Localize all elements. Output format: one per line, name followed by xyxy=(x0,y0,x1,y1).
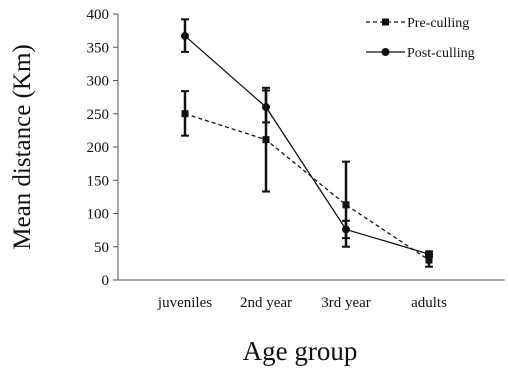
y-axis-title: Mean distance (Km) xyxy=(9,44,36,249)
data-point xyxy=(262,136,270,144)
legend-marker xyxy=(382,18,389,26)
data-point xyxy=(425,256,433,264)
x-tick-label: 2nd year xyxy=(240,295,292,311)
series-layer xyxy=(181,18,433,268)
legend-marker xyxy=(381,48,390,56)
y-tick-label: 250 xyxy=(87,107,110,123)
data-point xyxy=(342,225,350,234)
legend: Pre-culling Post-culling xyxy=(366,16,475,61)
y-tick-label: 50 xyxy=(94,240,109,256)
data-point xyxy=(425,250,433,259)
data-point xyxy=(181,31,189,40)
x-tick-label: adults xyxy=(411,295,447,311)
y-tick-label: 400 xyxy=(87,7,110,23)
y-tick-label: 350 xyxy=(87,40,110,56)
x-tick-label: 3rd year xyxy=(321,295,371,311)
y-tick-label: 300 xyxy=(87,74,110,90)
series-line xyxy=(184,35,430,255)
data-point xyxy=(262,103,270,112)
axes: 0 50 100 150 200 250 300 350 400 juveniles 2nd yea… xyxy=(87,7,505,311)
x-axis-title: Age group xyxy=(243,336,358,366)
y-tick-label: 0 xyxy=(102,273,110,289)
series-pre-culling xyxy=(181,86,433,268)
y-tick-label: 200 xyxy=(87,140,110,156)
series-post-culling xyxy=(181,18,433,259)
legend-label: Post-culling xyxy=(407,46,475,61)
y-tick-label: 150 xyxy=(87,173,110,189)
series-line xyxy=(184,113,430,261)
y-tick-label: 100 xyxy=(87,207,110,223)
x-tick-label: juveniles xyxy=(157,295,212,311)
legend-label: Pre-culling xyxy=(407,16,469,31)
data-point xyxy=(342,201,350,209)
data-point xyxy=(181,110,189,118)
